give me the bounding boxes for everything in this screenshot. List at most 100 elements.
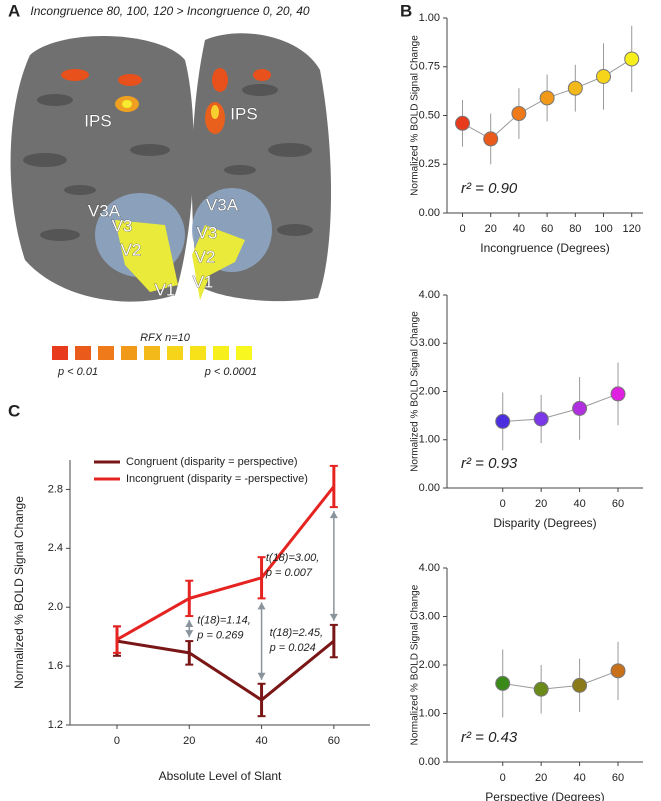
panel-letter: A [8,1,20,20]
marker [572,677,588,693]
colorbar-high: p < 0.0001 [204,366,257,378]
sulci [23,84,313,241]
x-tick-label: 0 [500,772,506,784]
region-label: IPS [84,111,111,130]
marker [596,69,612,84]
marker [533,411,549,427]
x-tick-label: 40 [573,498,585,510]
marker [533,681,549,697]
y-tick-label: 4.00 [419,562,440,574]
x-tick-label: 40 [513,223,525,235]
activation [61,68,271,134]
y-tick-label: 0.00 [419,756,440,768]
annotation: r² = 0.93 [461,455,518,472]
x-tick-label: 40 [573,772,585,784]
marker [572,400,588,416]
test-label: t(18)=3.00, [266,552,320,564]
marker [567,80,583,96]
annotation: r² = 0.43 [461,729,518,746]
brain-image [10,33,332,302]
x-tick-label: 100 [594,223,612,235]
x-tick-label: 20 [535,498,547,510]
y-tick-label: 2.00 [419,385,440,397]
x-tick-label: 20 [183,735,195,747]
test-label: p = 0.024 [269,642,316,654]
series-line [502,393,619,422]
x-axis-label: Disparity (Degrees) [493,516,596,530]
y-tick-label: 1.00 [419,434,440,446]
marker [624,51,640,67]
y-tick-label: 1.6 [48,660,63,672]
colorbar [52,346,252,360]
test-label: t(18)=2.45, [270,627,324,639]
y-tick-label: 0.50 [419,109,440,121]
x-axis-label: Absolute Level of Slant [159,769,282,783]
y-tick-label: 0.75 [419,61,440,73]
x-tick-label: 80 [569,223,581,235]
y-tick-label: 2.8 [48,483,63,495]
series-line [116,485,336,641]
panel-letter: B [400,1,412,20]
y-tick-label: 1.00 [419,12,440,24]
x-tick-label: 0 [114,735,120,747]
test-label: t(18)=1.14, [197,614,251,626]
x-tick-label: 60 [612,498,624,510]
y-tick-label: 0.00 [419,207,440,219]
x-tick-label: 60 [541,223,553,235]
region-label: V3A [88,201,121,220]
marker [495,413,511,429]
region-label: V2 [121,240,142,259]
roi-yellow [192,225,245,300]
region-label: IPS [230,104,257,123]
y-tick-label: 1.00 [419,707,440,719]
x-tick-label: 20 [485,223,497,235]
y-axis-label: Normalized % BOLD Signal Change [12,496,26,689]
arrow-head [185,620,194,638]
region-label: V3 [197,223,218,242]
series-line [116,639,335,702]
y-tick-label: 3.00 [419,610,440,622]
y-tick-label: 0.25 [419,158,440,170]
y-axis-label: Normalized % BOLD Signal Change [410,35,421,196]
marker [495,675,511,691]
y-axis-label: Normalized % BOLD Signal Change [410,311,421,472]
region-label: V2 [195,247,216,266]
panel-letter: C [8,401,20,420]
series-line [502,670,619,690]
x-tick-label: 20 [535,772,547,784]
y-tick-label: 1.2 [48,719,63,731]
x-tick-label: 60 [612,772,624,784]
y-tick-label: 0.00 [419,482,440,494]
x-tick-label: 60 [328,735,340,747]
marker [539,90,555,106]
region-label: V1 [193,272,214,291]
test-label: p = 0.269 [196,629,243,641]
y-tick-label: 3.00 [419,337,440,349]
region-label: V3A [206,195,239,214]
y-tick-label: 2.4 [48,542,63,554]
x-axis-label: Incongruence (Degrees) [480,241,609,255]
y-tick-label: 4.00 [419,289,440,301]
colorbar-low: p < 0.01 [57,366,98,378]
x-axis-label: Perspective (Degrees) [485,790,604,801]
region-label: V3 [112,216,133,235]
brain-title: Incongruence 80, 100, 120 > Incongruence… [30,4,310,18]
marker [511,106,527,122]
test-label: p = 0.007 [265,567,313,579]
x-tick-label: 120 [623,223,641,235]
marker [455,115,471,131]
annotation: r² = 0.90 [461,180,518,197]
region-label: V1 [155,280,176,299]
marker [610,663,626,679]
legend-label: Incongruent (disparity = -perspective) [126,473,308,485]
x-tick-label: 40 [255,735,267,747]
y-tick-label: 2.0 [48,601,63,613]
x-tick-label: 0 [500,498,506,510]
roi-yellow [115,220,178,292]
y-tick-label: 2.00 [419,659,440,671]
marker [483,131,499,147]
x-tick-label: 0 [459,223,465,235]
y-axis-label: Normalized % BOLD Signal Change [410,584,421,745]
legend-label: Congruent (disparity = perspective) [126,456,298,468]
